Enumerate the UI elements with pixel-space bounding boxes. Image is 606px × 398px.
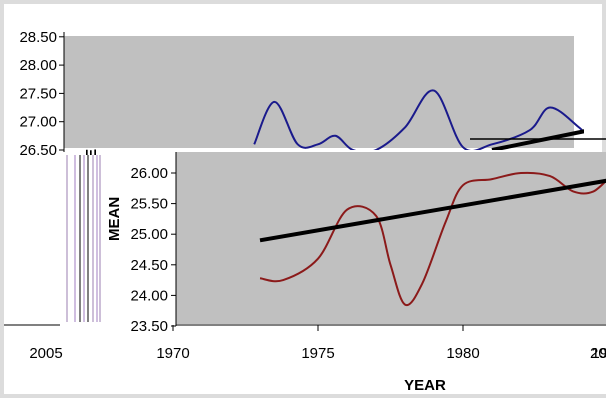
upper-ytick-label: 28.50 [19,29,57,46]
left-ghost-xtick-label: 2005 [29,345,62,362]
upper-ytick-label: 27.00 [19,114,57,131]
upper-series-line [253,89,584,150]
lower-xtick-label: 1980 [446,345,479,362]
upper-trend-line [491,129,584,150]
lower-ytick-label: 24.00 [130,287,168,304]
upper-ytick-label: 27.50 [19,85,57,102]
lower-xtick-label: 1985 [591,345,606,362]
lower-y-axis-title: MEAN [106,197,123,241]
lower-xtick-label: 1970 [156,345,189,362]
upper-series-group [253,89,584,150]
lower-series-group [259,171,606,307]
upper-ytick-label: 28.00 [19,57,57,74]
right-ghost-xtick-label: 20 [590,345,606,362]
lower-panel: 23.50 24.00 24.50 25.00 25.50 26.00 1970 1975 19… [4,152,606,394]
lower-ytick-label: 26.00 [130,165,168,182]
lower-ytick-label: 25.50 [130,196,168,213]
lower-trend-line [259,178,606,243]
lower-ytick-label: 23.50 [130,318,168,335]
lower-series-line [259,171,606,307]
upper-ytick-label: 26.50 [19,142,57,159]
lower-ytick-label: 24.50 [130,257,168,274]
lower-plot-area [176,152,606,324]
lower-x-axis-title: YEAR [404,377,446,394]
upper-plot-area [64,36,574,148]
lower-xtick-label: 1975 [301,345,334,362]
lower-ytick-label: 25.00 [130,226,168,243]
